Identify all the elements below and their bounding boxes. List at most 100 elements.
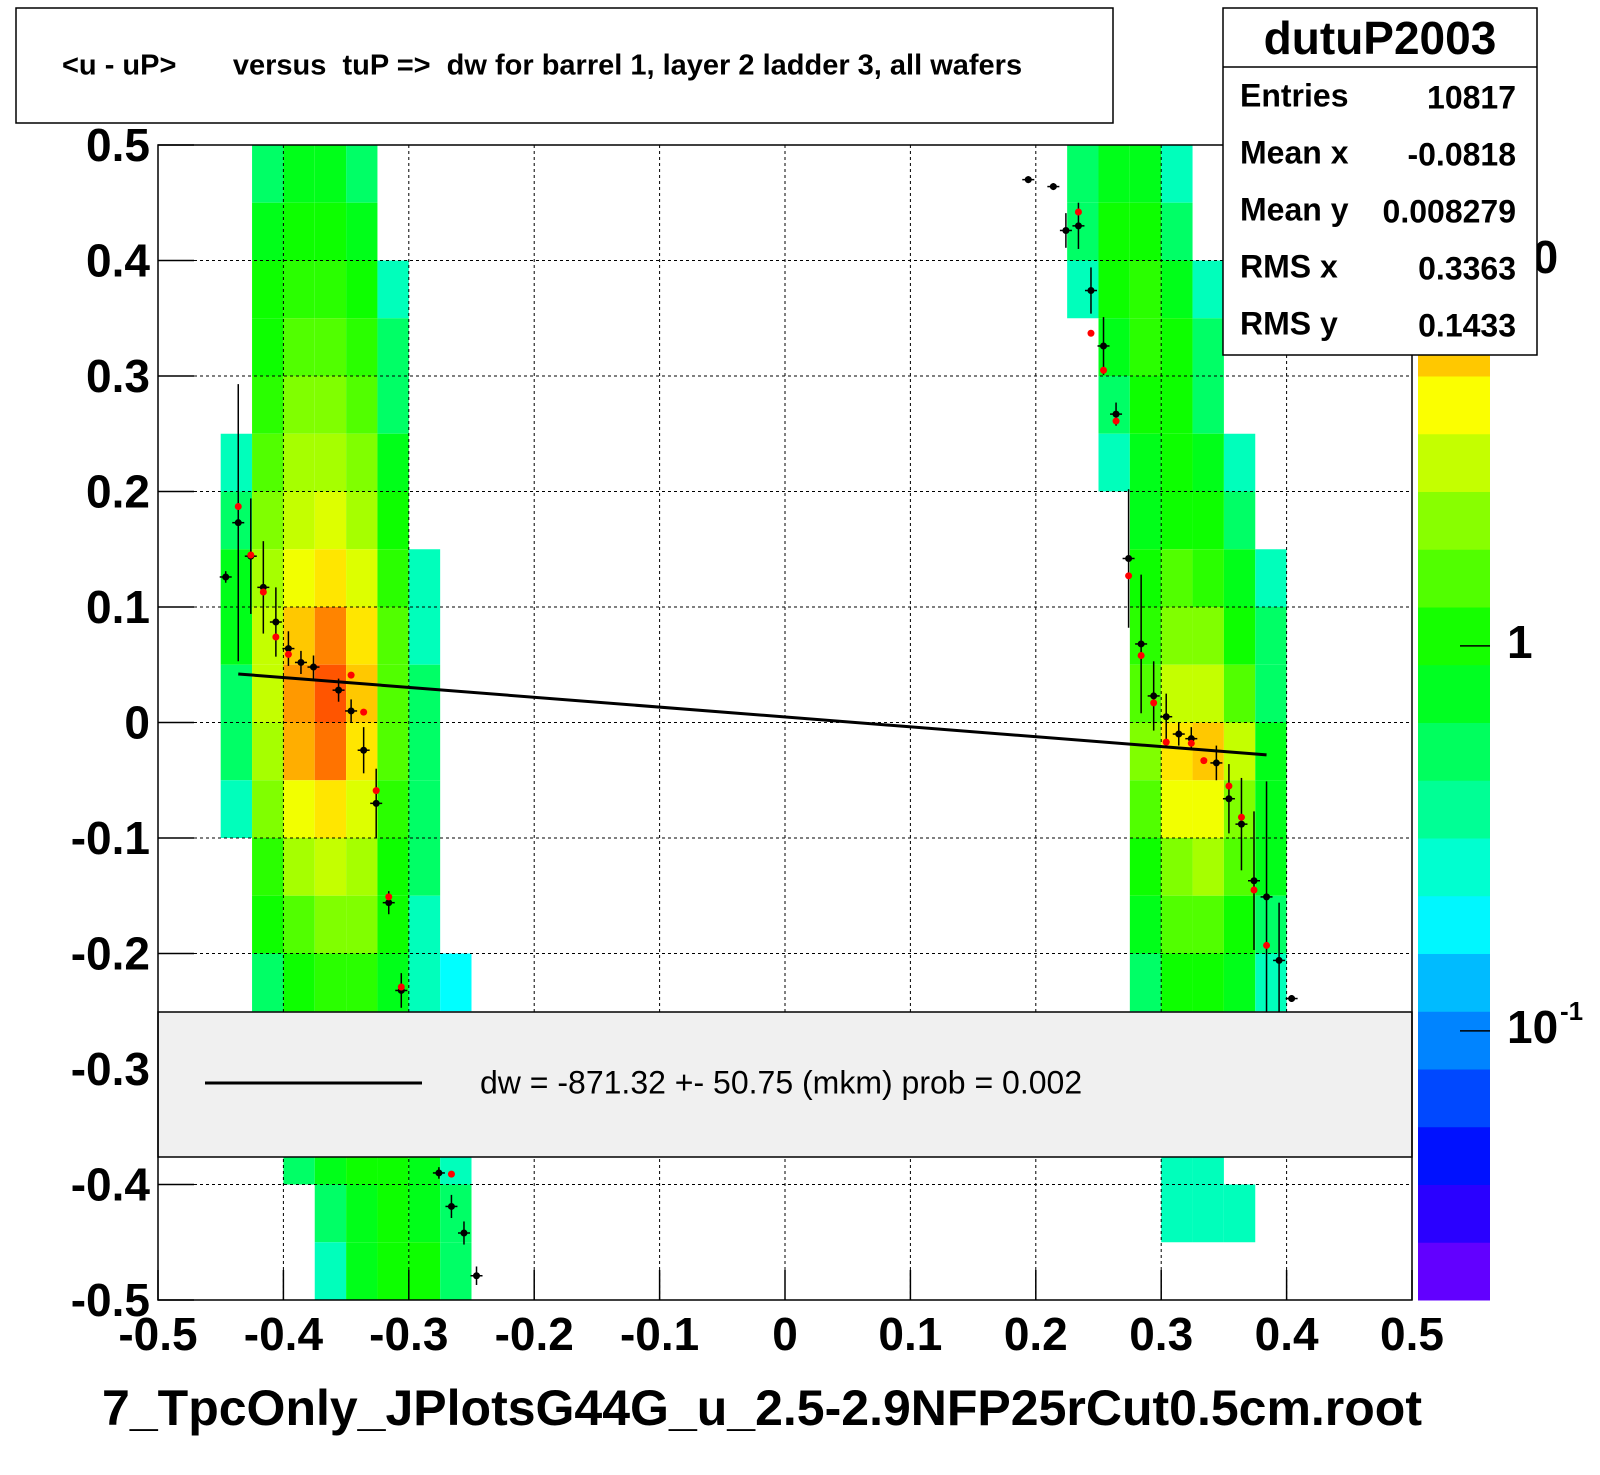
heatmap-cell xyxy=(1255,895,1287,954)
y-tick-label: 0.3 xyxy=(86,350,150,402)
profile-point xyxy=(1024,176,1032,184)
heatmap-cell xyxy=(346,953,378,1012)
profile-point xyxy=(1074,208,1082,216)
heatmap-cell xyxy=(220,780,253,838)
heatmap-cell xyxy=(252,722,284,781)
heatmap-cell xyxy=(1223,491,1256,550)
heatmap-cell xyxy=(283,376,315,434)
heatmap-cell xyxy=(314,780,347,838)
profile-point xyxy=(284,650,292,658)
heatmap-cell xyxy=(252,145,284,203)
heatmap-cell xyxy=(1129,607,1162,665)
heatmap-cell xyxy=(1129,145,1162,203)
heatmap-cell xyxy=(408,895,441,954)
heatmap-cell xyxy=(408,1184,441,1243)
heatmap-cell xyxy=(408,664,441,723)
heatmap-cell xyxy=(283,260,315,319)
stats-label: RMS y xyxy=(1240,305,1338,341)
profile-point xyxy=(234,519,242,527)
heatmap-cell xyxy=(314,433,347,492)
stats-label: Mean y xyxy=(1240,191,1349,227)
stats-label: RMS x xyxy=(1240,248,1338,284)
heatmap-cell xyxy=(314,318,347,376)
heatmap-cell xyxy=(314,895,347,954)
heatmap-cell xyxy=(346,780,378,838)
heatmap-cell xyxy=(252,953,284,1012)
profile-point xyxy=(397,983,405,991)
heatmap-cell xyxy=(346,491,378,550)
heatmap-cell xyxy=(1223,838,1256,896)
heatmap-cell xyxy=(346,549,378,607)
profile-point xyxy=(473,1272,481,1280)
x-tick-label: 0.3 xyxy=(1129,1308,1193,1360)
heatmap-cell xyxy=(252,202,284,261)
profile-point xyxy=(1049,183,1057,191)
y-tick-label: 0.2 xyxy=(86,466,150,518)
y-tick-label: 0.4 xyxy=(86,235,150,287)
heatmap-cell xyxy=(408,722,441,781)
chart-title: <u - uP> versus tuP => dw for barrel 1, … xyxy=(62,50,1022,82)
heatmap-cell xyxy=(1255,549,1287,607)
heatmap-cell xyxy=(1161,145,1193,203)
heatmap-cell xyxy=(252,318,284,376)
x-tick-label: 0.4 xyxy=(1255,1308,1319,1360)
fit-line xyxy=(238,672,1267,757)
heatmap-cell xyxy=(314,607,347,665)
heatmap-cell xyxy=(1192,433,1224,492)
heatmap-cell xyxy=(346,318,378,376)
profile-point xyxy=(1263,893,1271,901)
heatmap-cell xyxy=(1161,607,1193,665)
profile-point xyxy=(297,658,305,666)
y-tick-label: -0.2 xyxy=(71,928,150,980)
heatmap-cell xyxy=(1192,838,1224,896)
heatmap-cell xyxy=(408,838,441,896)
heatmap-cell xyxy=(283,722,315,781)
heatmap-cell xyxy=(1129,722,1162,781)
palette-band xyxy=(1418,433,1490,492)
heatmap-cell xyxy=(314,664,347,723)
heatmap-cell xyxy=(1161,318,1193,376)
heatmap-cell xyxy=(1192,549,1224,607)
profile-point xyxy=(447,1202,455,1210)
heatmap-cell xyxy=(1255,722,1287,781)
heatmap-cell xyxy=(252,376,284,434)
profile-point xyxy=(1062,226,1070,234)
heatmap-cell xyxy=(1161,376,1193,434)
profile-point xyxy=(1237,813,1245,821)
palette-band xyxy=(1418,1184,1490,1243)
profile-point xyxy=(385,893,393,901)
heatmap-cell xyxy=(1161,433,1193,492)
heatmap-cell xyxy=(314,376,347,434)
profile-point xyxy=(1087,329,1095,337)
profile-point xyxy=(372,799,380,807)
heatmap-cell xyxy=(1129,953,1162,1012)
profile-point xyxy=(1162,713,1170,721)
heatmap-cell xyxy=(1098,260,1130,319)
heatmap-cell xyxy=(283,433,315,492)
y-tick-label: -0.5 xyxy=(71,1274,150,1326)
heatmap-cell xyxy=(1192,607,1224,665)
profile-point xyxy=(1275,956,1283,964)
profile-point xyxy=(1125,572,1133,580)
heatmap-cell xyxy=(377,780,409,838)
heatmap-cell xyxy=(1192,780,1224,838)
profile-point xyxy=(1288,995,1296,1003)
heatmap-cell xyxy=(408,953,441,1012)
heatmap-cell xyxy=(1098,376,1130,434)
heatmap-cell xyxy=(1255,838,1287,896)
x-tick-label: -0.5 xyxy=(118,1308,197,1360)
heatmap-cell xyxy=(408,1242,441,1300)
stats-value: -0.0818 xyxy=(1407,136,1516,172)
heatmap-cell xyxy=(1161,895,1193,954)
profile-point xyxy=(259,588,267,596)
heatmap-cell xyxy=(1255,664,1287,723)
heatmap-cell xyxy=(1161,202,1193,261)
profile-point xyxy=(1212,759,1220,767)
heatmap-cell xyxy=(377,607,409,665)
heatmap-cell xyxy=(220,722,253,781)
profile-point xyxy=(234,503,242,511)
heatmap-cell xyxy=(377,1242,409,1300)
heatmap-cell xyxy=(377,664,409,723)
heatmap-cell xyxy=(314,491,347,550)
heatmap-cell xyxy=(346,607,378,665)
